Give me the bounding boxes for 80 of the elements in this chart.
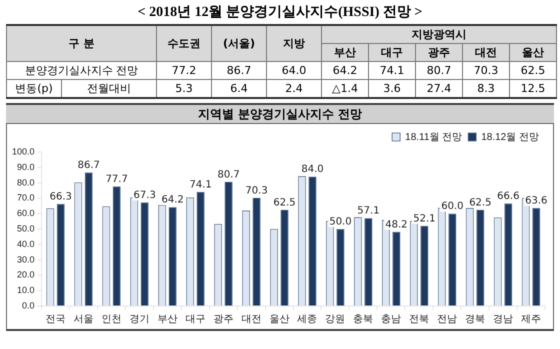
x-tick-label: 인천 [101, 314, 122, 325]
x-tick-label: 제주 [521, 314, 542, 325]
data-label: 84.0 [301, 164, 324, 176]
text: 지방 [266, 25, 322, 62]
text: 5.3 [156, 80, 212, 98]
x-tick-label: 경남 [493, 314, 514, 325]
data-label: 64.2 [162, 194, 184, 206]
data-label: 57.1 [357, 206, 380, 217]
legend-label: 18.11월 전망 [405, 132, 462, 143]
y-tick-label: 30.0 [16, 254, 35, 264]
text: 구 분 [6, 25, 156, 62]
data-label: 63.6 [525, 196, 548, 207]
data-label: 80.7 [217, 169, 240, 180]
text: 부산 [322, 44, 368, 62]
text: 6.4 [212, 80, 266, 98]
y-tick-label: 20.0 [16, 270, 35, 280]
y-tick-label: 70.0 [16, 192, 35, 203]
text: 변동(p) [6, 80, 62, 98]
x-tick-label: 울산 [269, 314, 290, 325]
x-tick-label: 충남 [381, 314, 402, 325]
data-label: 86.7 [78, 160, 100, 172]
data-label: 66.6 [497, 191, 520, 202]
text: 27.4 [416, 80, 462, 98]
x-tick-label: 충북 [353, 314, 374, 325]
data-label: 77.7 [106, 174, 128, 185]
y-tick-label: 60.0 [16, 208, 35, 218]
x-tick-label: 광주 [213, 314, 234, 325]
text: 62.5 [510, 62, 557, 80]
y-tick-label: 90.0 [16, 162, 35, 172]
text: 74.1 [368, 62, 416, 80]
x-tick-label: 전북 [409, 314, 430, 325]
data-label: 67.3 [134, 190, 156, 201]
text: 2.4 [266, 80, 322, 98]
text: 전월대비 [62, 80, 156, 98]
data-label: 74.1 [189, 179, 212, 190]
text: < 2018년 12월 분양경기실사지수(HSSI) 전망 > [136, 4, 424, 22]
x-tick-label: 경기 [129, 314, 150, 325]
text: 분양경기실사지수 전망 [6, 62, 156, 80]
data-label: 62.5 [273, 197, 296, 208]
data-label: 50.0 [329, 216, 352, 228]
x-tick-label: 전국 [46, 314, 66, 325]
x-tick-label: 강원 [325, 314, 346, 325]
x-tick-label: 대구 [185, 314, 206, 325]
x-tick-label: 세종 [297, 314, 318, 325]
text: 지방광역시 [322, 25, 557, 44]
text: 대전 [462, 44, 510, 62]
text: 86.7 [212, 62, 266, 80]
x-tick-label: 부산 [157, 314, 178, 325]
text: 70.3 [462, 62, 510, 80]
data-label: 62.5 [469, 197, 492, 208]
text: 3.6 [368, 80, 416, 98]
text: 광주 [416, 44, 462, 62]
text: △1.4 [322, 80, 368, 98]
text: 수도권 [156, 25, 212, 62]
y-tick-label: 40.0 [16, 238, 35, 249]
y-tick-label: 80.0 [16, 177, 35, 188]
chart-title: 지역별 분양경기실사지수 전망 [6, 103, 554, 123]
text: 대구 [368, 44, 416, 62]
x-tick-label: 경북 [465, 314, 486, 325]
text: (서울) [212, 25, 266, 62]
text: 64.0 [266, 62, 322, 80]
text: 울산 [510, 44, 557, 62]
data-label: 70.3 [245, 185, 268, 196]
data-label: 52.1 [413, 213, 436, 224]
x-tick-label: 서울 [73, 314, 94, 325]
y-tick-label: 0.0 [22, 300, 35, 310]
legend-label: 18.12월 전망 [481, 132, 540, 143]
text: 77.2 [156, 62, 212, 80]
text: 8.3 [462, 80, 510, 98]
x-tick-label: 대전 [241, 314, 262, 325]
data-label: 48.2 [385, 219, 408, 230]
text: 64.2 [322, 62, 368, 80]
data-label: 66.3 [50, 191, 72, 202]
y-tick-label: 10.0 [16, 285, 35, 296]
y-tick-label: 50.0 [16, 223, 35, 234]
text: 80.7 [416, 62, 462, 80]
text: 12.5 [510, 80, 557, 98]
data-label: 60.0 [441, 201, 464, 212]
x-tick-label: 전남 [437, 314, 458, 325]
y-tick-label: 100.0 [12, 146, 35, 156]
